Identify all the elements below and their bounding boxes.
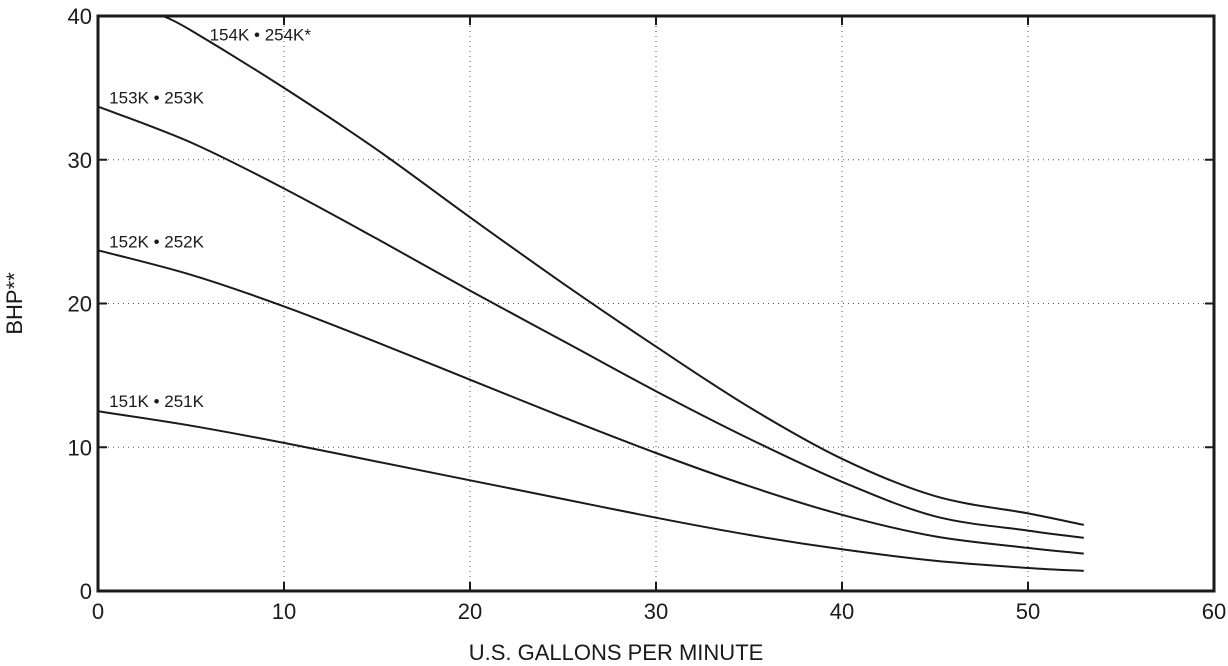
x-axis-title: U.S. GALLONS PER MINUTE — [469, 640, 764, 665]
series-line — [97, 410, 1084, 572]
x-tick-labels: 0 10 20 30 40 50 60 — [92, 599, 1226, 624]
y-axis-title: BHP** — [2, 272, 27, 335]
x-tick-label: 40 — [830, 599, 854, 624]
series-label: 151K • 251K — [109, 392, 204, 411]
series-label: 153K • 253K — [109, 89, 204, 108]
plot-frame — [96, 14, 1216, 593]
series-line — [97, 105, 1084, 539]
x-tick-label: 30 — [644, 599, 668, 624]
x-tick-label: 60 — [1202, 599, 1226, 624]
y-tick-label: 0 — [80, 579, 92, 604]
x-tick-label: 10 — [272, 599, 296, 624]
x-tick-label: 50 — [1016, 599, 1040, 624]
series-line — [162, 15, 1085, 526]
y-tick-label: 20 — [68, 292, 92, 317]
axis-ticks — [97, 15, 1215, 592]
y-tick-label: 40 — [68, 4, 92, 29]
series-label: 154K • 254K* — [210, 25, 312, 44]
series-curves — [97, 15, 1085, 572]
x-tick-label: 0 — [92, 599, 104, 624]
grid — [98, 16, 1214, 591]
series-line — [97, 249, 1084, 555]
series-labels: 154K • 254K* 153K • 253K 152K • 252K 151K •… — [109, 25, 311, 411]
y-tick-label: 30 — [68, 148, 92, 173]
x-tick-label: 20 — [458, 599, 482, 624]
y-tick-labels: 0 10 20 30 40 — [68, 4, 92, 604]
series-label: 152K • 252K — [109, 232, 204, 251]
y-tick-label: 10 — [68, 435, 92, 460]
